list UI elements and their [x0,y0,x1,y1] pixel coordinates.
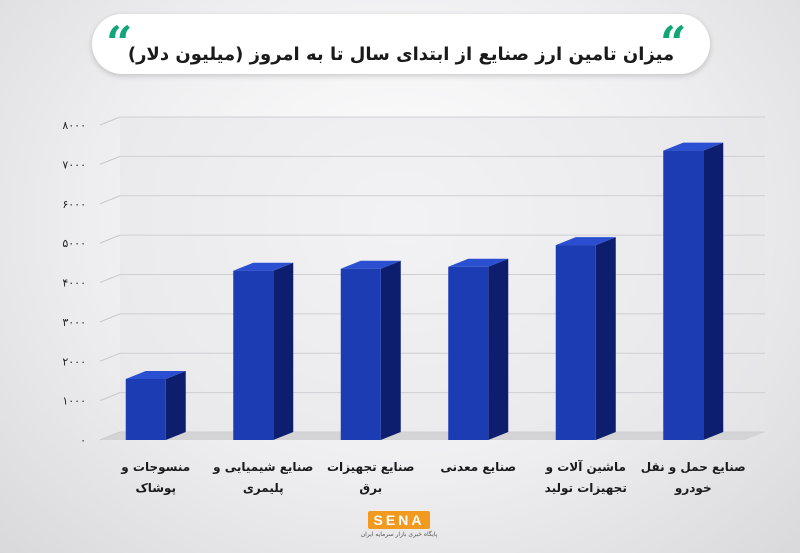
bar-side [165,370,186,440]
x-tick-label: صنایع تجهیزات [327,460,415,474]
x-tick-label: خودرو [674,481,712,496]
bar-side [273,262,294,440]
gridline-diagonal [99,195,121,205]
quote-close-icon: “ [660,16,687,70]
x-tick-label: پلیمری [243,481,284,495]
bar-side [703,142,724,440]
gridline-diagonal [99,431,121,441]
y-tick-label: ۳۰۰۰ [62,316,86,329]
bar-side [595,237,616,440]
bar-top [233,262,294,271]
bar-top [448,258,509,267]
y-tick-label: ۶۰۰۰ [62,198,86,211]
sena-logo: SENA پایگاه خبری بازار سرمایه ایران [356,510,442,538]
x-tick-label: صنایع حمل و نقل [641,460,746,475]
y-tick-label: ۱۰۰۰ [62,395,86,408]
gridline-diagonal [99,116,121,126]
y-tick-label: ۵۰۰۰ [62,237,86,250]
bar-top [555,237,616,246]
x-tick-label: برق [359,481,382,495]
bar [448,266,489,440]
bar-top [340,260,401,269]
x-tick-label: منسوجات و [120,460,190,475]
gridline-diagonal [99,352,121,362]
y-tick-label: ۲۰۰۰ [62,355,86,368]
y-tick-label: ۸۰۰۰ [62,119,86,132]
y-tick-label: ۷۰۰۰ [62,158,86,171]
bar-side [488,258,509,440]
gridline-diagonal [99,155,121,165]
bar [663,150,704,440]
y-tick-label: ۴۰۰۰ [62,277,86,290]
x-tick-label: ماشین آلات و [545,459,626,475]
gridline-diagonal [99,313,121,323]
logo-text: SENA [367,511,431,529]
chart-title: میزان تامین ارز صنایع از ابتدای سال تا ب… [127,44,675,65]
gridline-diagonal [99,392,121,402]
logo-subtext: پایگاه خبری بازار سرمایه ایران [360,531,438,538]
quote-open-icon: “ [106,16,133,70]
bar [125,378,166,440]
bar-top [125,370,186,379]
gridline-diagonal [99,234,121,244]
bar [340,268,381,440]
x-tick-label: صنایع شیمیایی و [212,460,313,475]
bar [555,245,596,440]
bar-side [380,260,401,440]
x-tick-label: صنایع معدنی [440,460,516,474]
bar [233,270,274,440]
bar-top [663,142,724,151]
title-banner: میزان تامین ارز صنایع از ابتدای سال تا ب… [92,14,710,74]
x-tick-label: پوشاک [135,481,176,496]
x-tick-label: تجهیزات تولید [545,481,627,496]
gridline-diagonal [99,274,121,283]
y-tick-label: ۰ [80,434,86,447]
